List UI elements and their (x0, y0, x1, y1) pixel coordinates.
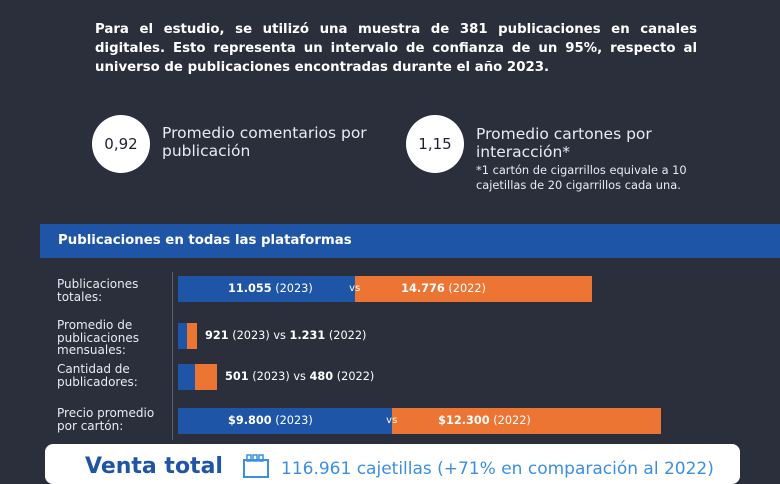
comments-stat-label: Promedio comentarios por publicación (162, 124, 367, 160)
comments-stat-circle: 0,92 (92, 115, 150, 173)
chart-axis-divider (172, 272, 173, 440)
row-label-0: Publicaciones totales: (57, 277, 139, 304)
value-label-2023-0: 11.055 (2023) (228, 282, 313, 295)
row-label-3: Precio promedio por cartón: (57, 406, 155, 433)
total-sales-card: Venta total 116.961 cajetillas (+71% en … (45, 444, 740, 484)
cigarette-pack-icon (243, 454, 269, 478)
intro-text: Para el estudio, se utilizó una muestra … (95, 22, 697, 75)
bar-2022-3 (392, 408, 661, 434)
bar-2022-2 (195, 364, 217, 390)
total-sales-text: 116.961 cajetillas (+71% en comparación … (281, 459, 714, 479)
value-label-2023-3: $9.800 (2023) (228, 414, 313, 427)
value-label-2022-3: $12.300 (2022) (438, 414, 531, 427)
bar-2022-0 (355, 276, 592, 302)
row-label-1: Promedio de publicaciones mensuales: (57, 318, 139, 357)
cartons-stat-label: Promedio cartones por interacción* (476, 125, 652, 161)
total-sales-title: Venta total (85, 454, 223, 479)
bar-2023-1 (178, 323, 187, 349)
bar-2022-1 (187, 323, 197, 349)
bar-2023-2 (178, 364, 195, 390)
bar-2023-3 (178, 408, 393, 434)
section-title: Publicaciones en todas las plataformas (58, 233, 352, 248)
vs-label-3: vs (386, 415, 398, 426)
value-label-1: 921 (2023) vs 1.231 (2022) (205, 329, 367, 342)
row-label-2: Cantidad de publicadores: (57, 362, 138, 389)
section-band: Publicaciones en todas las plataformas (40, 224, 780, 258)
value-label-2022-0: 14.776 (2022) (401, 282, 486, 295)
carton-footnote: *1 cartón de cigarrillos equivale a 10 c… (476, 163, 687, 192)
bar-2023-0 (178, 276, 356, 302)
vs-label-0: vs (349, 283, 361, 294)
value-label-2: 501 (2023) vs 480 (2022) (225, 370, 375, 383)
cartons-stat-circle: 1,15 (406, 115, 464, 173)
